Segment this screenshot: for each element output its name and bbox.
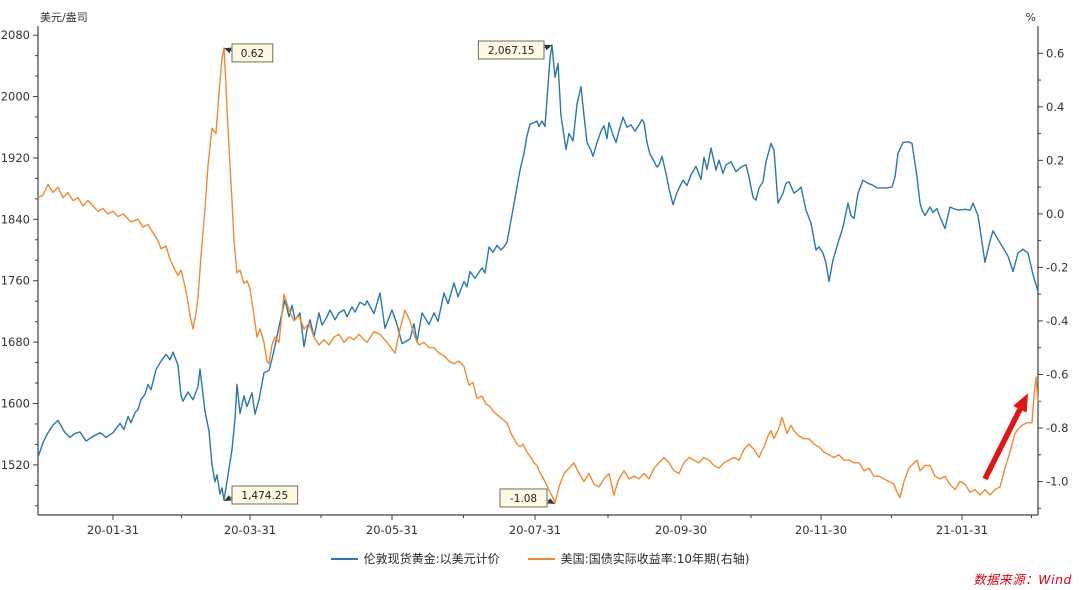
series-line-real-yield [37, 47, 1039, 504]
x-axis-tick-label: 20-07-31 [509, 523, 561, 537]
y-axis-right-tick-label: 0.6 [1046, 46, 1064, 60]
y-axis-right-tick-label: 0.0 [1046, 207, 1064, 221]
y-axis-right-tick-label: -0.2 [1046, 260, 1068, 274]
annotation-0.62: 0.62 [224, 43, 274, 63]
legend-item-real-yield: 美国:国债实际收益率:10年期(右轴) [527, 550, 750, 567]
y-axis-right-tick-label: -0.4 [1046, 314, 1068, 328]
y-axis-right-tick-label: -1.0 [1046, 475, 1068, 489]
annotation-2,067.15: 2,067.15 [477, 40, 552, 60]
right-axis-unit-label: % [1026, 11, 1036, 24]
y-axis-right-tick-label: 0.4 [1046, 100, 1064, 114]
y-axis-left-tick-label: 1680 [1, 335, 30, 349]
y-axis-left-tick-label: 1920 [1, 151, 30, 165]
y-axis-right-tick-label: -0.8 [1046, 421, 1068, 435]
x-axis-tick-label: 20-11-30 [795, 523, 847, 537]
legend-line-gold-icon [330, 557, 358, 560]
y-axis-left-tick-label: 2080 [1, 28, 30, 42]
x-axis-tick-label: 20-09-30 [655, 523, 707, 537]
annotation-box [231, 43, 274, 63]
annotation-1,474.25: 1,474.25 [224, 485, 299, 505]
data-source-note: 数据来源：Wind [973, 572, 1072, 587]
annotation-box [477, 40, 545, 60]
y-axis-right-tick-label: -0.6 [1046, 367, 1068, 381]
y-axis-left-tick-label: 1520 [1, 458, 30, 472]
annotation-pointer [543, 44, 552, 51]
y-axis-left-tick-label: 1840 [1, 212, 30, 226]
annotation-pointer [224, 495, 233, 501]
series-line-gold [37, 44, 1039, 501]
y-axis-left-tick-label: 1600 [1, 396, 30, 410]
x-axis-tick-label: 20-03-31 [224, 523, 276, 537]
legend-line-real-yield-icon [527, 557, 555, 560]
left-axis-unit-label: 美元/盎司 [40, 10, 88, 24]
red-trend-arrow-shaft [982, 406, 1024, 481]
annotation-box [231, 485, 299, 505]
legend-label-gold: 伦敦现货黄金:以美元计价 [363, 552, 500, 566]
red-trend-arrow-head-icon [1013, 393, 1028, 413]
legend-label-real-yield: 美国:国债实际收益率:10年期(右轴) [560, 552, 750, 566]
annotation-text: 0.62 [241, 48, 264, 60]
annotation--1.08: -1.08 [499, 488, 555, 508]
annotation-pointer [224, 47, 233, 54]
legend-item-gold: 伦敦现货黄金:以美元计价 [330, 550, 500, 567]
annotation-text: -1.08 [510, 493, 537, 505]
annotation-text: 2,067.15 [488, 45, 535, 57]
annotation-box [499, 488, 548, 508]
y-axis-right-tick-label: 0.2 [1046, 153, 1064, 167]
y-axis-left-tick-label: 1760 [1, 274, 30, 288]
x-axis-tick-label: 21-01-31 [936, 523, 988, 537]
y-axis-left-tick-label: 2000 [1, 90, 30, 104]
legend: 伦敦现货黄金:以美元计价 美国:国债实际收益率:10年期(右轴) [0, 550, 1080, 567]
annotation-text: 1,474.25 [241, 490, 288, 502]
x-axis-tick-label: 20-05-31 [366, 523, 418, 537]
annotation-pointer [546, 498, 555, 504]
x-axis-tick-label: 20-01-31 [87, 523, 139, 537]
